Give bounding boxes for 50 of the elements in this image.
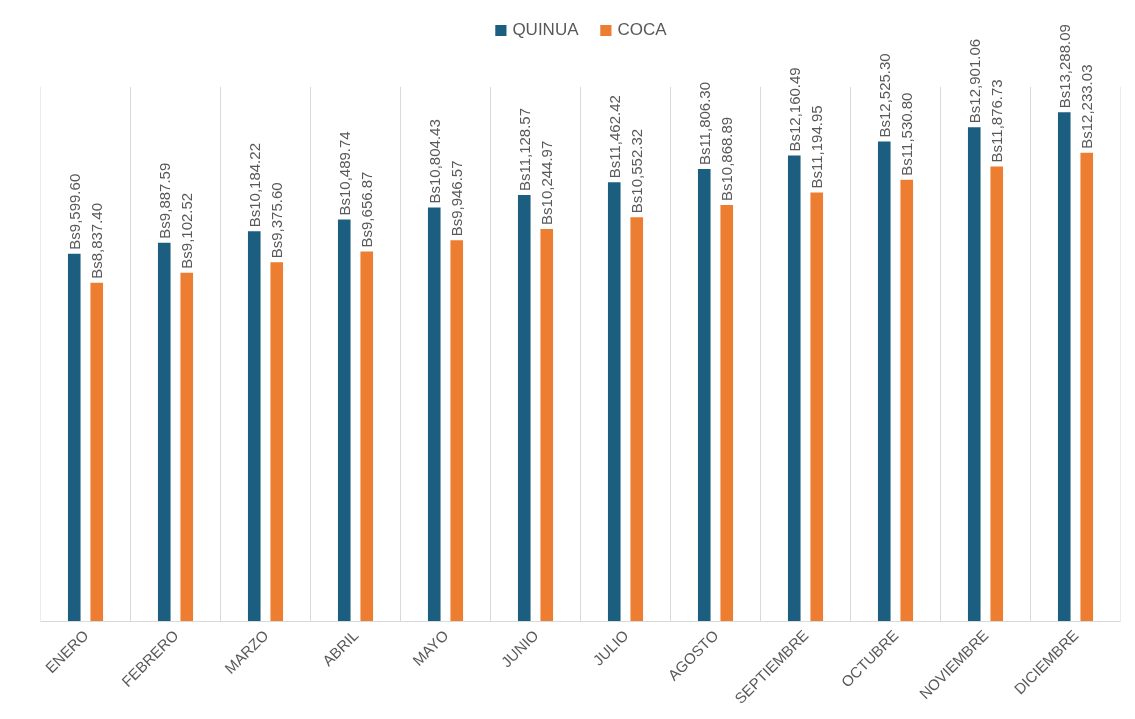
bar: [607, 182, 621, 622]
data-label: Bs12,160.49: [785, 67, 803, 152]
data-label: Bs11,876.73: [988, 79, 1006, 163]
legend-label: COCA: [617, 20, 667, 40]
data-label: Bs11,462.42: [605, 95, 623, 179]
data-label: Bs9,887.59: [155, 162, 173, 239]
legend-label: QUINUA: [512, 20, 579, 40]
data-label: Bs12,901.06: [965, 38, 983, 124]
bar: [697, 169, 711, 622]
bar: [967, 127, 981, 622]
data-label: Bs10,552.32: [628, 128, 646, 214]
data-label: Bs10,184.22: [245, 143, 263, 228]
bar: [270, 262, 284, 622]
bar: [1080, 152, 1094, 622]
bar: [67, 253, 81, 622]
bar: [720, 205, 734, 622]
bar: [337, 219, 351, 622]
bar: [990, 166, 1004, 622]
data-label: Bs12,233.03: [1078, 64, 1096, 149]
data-label: Bs9,375.60: [268, 182, 286, 259]
bar: [157, 242, 171, 622]
data-label: Bs9,102.52: [178, 192, 196, 269]
bar: [810, 192, 824, 622]
bar: [877, 141, 891, 622]
data-label: Bs12,525.30: [875, 53, 893, 138]
bar: [900, 179, 914, 622]
data-label: Bs11,128.57: [515, 107, 533, 192]
data-label: Bs13,288.09: [1055, 24, 1073, 109]
data-label: Bs11,806.30: [695, 81, 713, 166]
data-label: Bs10,804.43: [425, 119, 443, 204]
data-label: Bs9,599.60: [65, 173, 83, 250]
bar: [630, 217, 644, 622]
data-label: Bs10,489.74: [335, 131, 353, 216]
bar: [517, 195, 531, 622]
data-label: Bs10,868.89: [718, 116, 736, 202]
data-label: Bs8,837.40: [88, 202, 106, 279]
bar: [450, 240, 464, 622]
bar: [540, 228, 554, 622]
bar: [180, 272, 194, 622]
bar: [427, 207, 441, 622]
data-label: Bs9,946.57: [448, 160, 466, 237]
data-label: Bs9,656.87: [358, 171, 376, 248]
data-label: Bs11,530.80: [898, 92, 916, 176]
data-label: Bs11,194.95: [808, 105, 826, 189]
data-label: Bs10,244.97: [538, 140, 556, 225]
bar: [90, 282, 104, 622]
bar: [1057, 112, 1071, 622]
bar: [787, 155, 801, 622]
bar: [247, 231, 261, 622]
bar: [360, 251, 374, 622]
